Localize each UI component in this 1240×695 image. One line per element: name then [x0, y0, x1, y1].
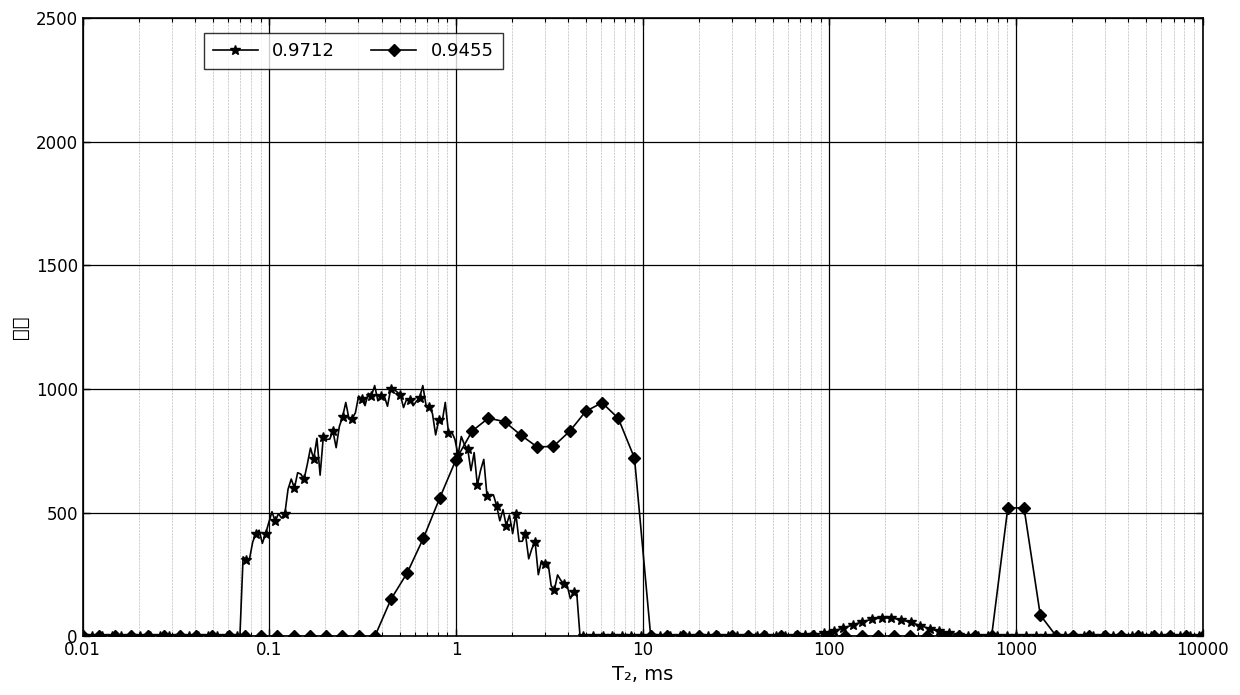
0.9455 — [595, 398, 610, 407]
0.9712 — [415, 382, 430, 390]
0.9712 — [676, 632, 691, 641]
0.9712 — [373, 392, 388, 400]
0.9455 — [221, 632, 236, 641]
0.9455 — [417, 534, 432, 542]
0.9455 — [335, 632, 350, 641]
X-axis label: T₂, ms: T₂, ms — [613, 665, 673, 684]
Line: 0.9455: 0.9455 — [78, 398, 1207, 641]
0.9455 — [1049, 632, 1064, 641]
0.9712 — [1151, 632, 1166, 641]
0.9455 — [708, 632, 723, 641]
0.9712 — [739, 632, 754, 641]
0.9455 — [1033, 611, 1048, 619]
0.9712 — [76, 632, 91, 641]
0.9455 — [1195, 632, 1210, 641]
Line: 0.9712: 0.9712 — [78, 381, 1208, 641]
0.9455 — [76, 632, 91, 641]
0.9712 — [1182, 632, 1197, 641]
0.9712 — [1195, 632, 1210, 641]
Y-axis label: 幅度: 幅度 — [11, 316, 30, 339]
0.9712 — [595, 632, 610, 641]
Legend: 0.9712, 0.9455: 0.9712, 0.9455 — [203, 33, 503, 70]
